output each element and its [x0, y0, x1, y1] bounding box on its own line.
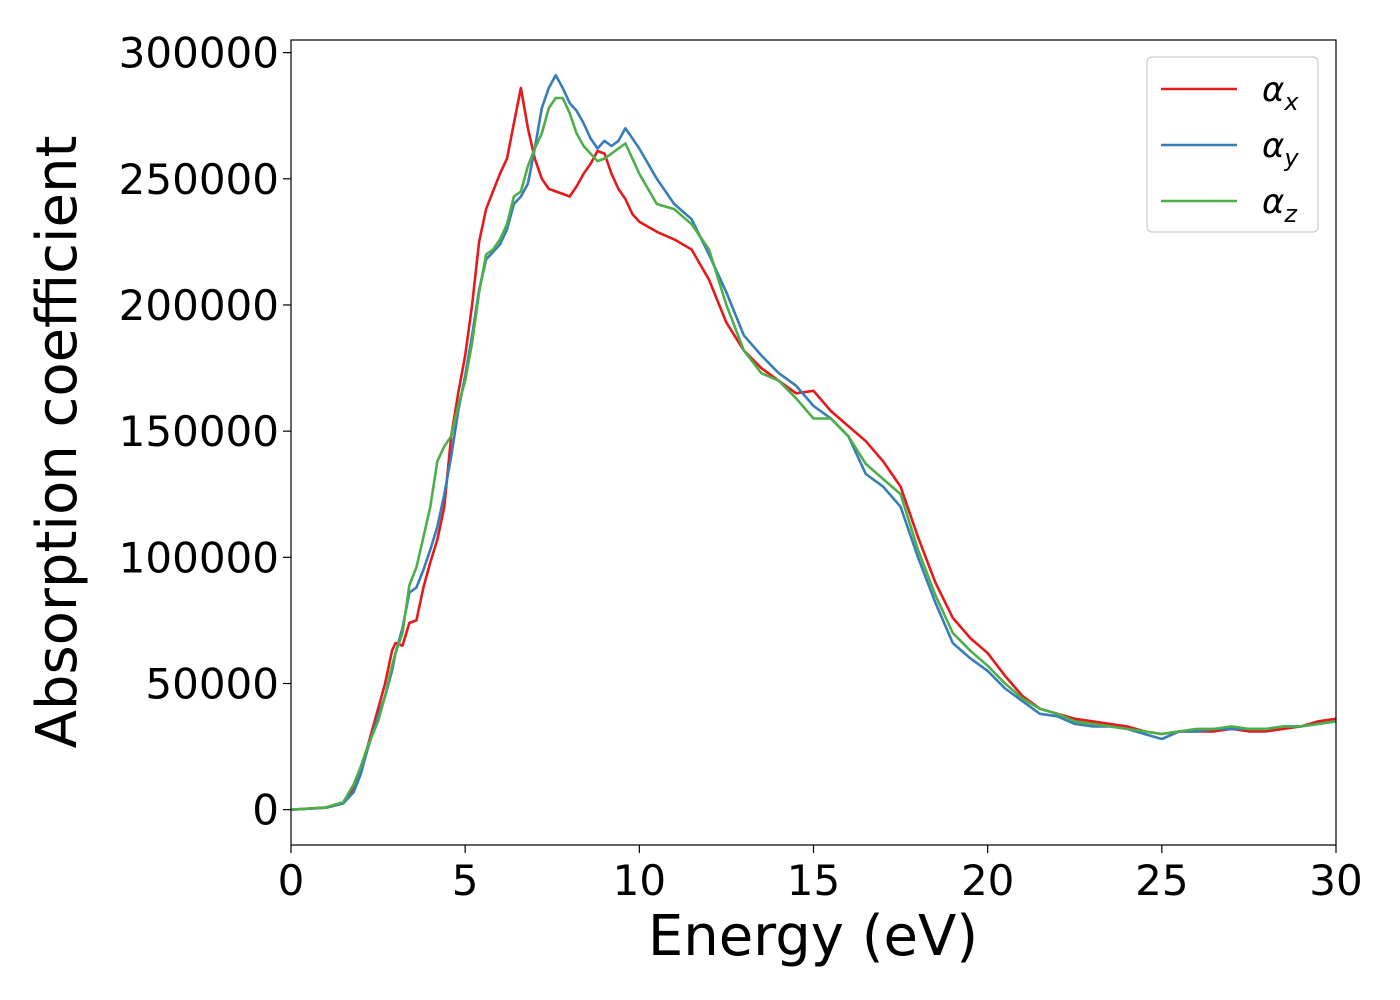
y-tick-label: 0	[252, 786, 279, 835]
series-line-y	[291, 74, 1336, 811]
x-tick-label: 0	[278, 856, 305, 905]
x-tick-label: 10	[613, 856, 666, 905]
y-tick-label: 300000	[119, 29, 279, 78]
series-line-x	[291, 86, 1336, 811]
legend-label-y: αy	[1262, 126, 1299, 172]
x-tick-label: 30	[1309, 856, 1362, 905]
x-tick-label: 15	[787, 856, 840, 905]
y-axis-label: Absorption coefficient	[25, 136, 90, 749]
legend-label-subscript: x	[1283, 88, 1299, 116]
x-tick-label: 25	[1135, 856, 1188, 905]
y-tick-label: 200000	[119, 281, 279, 330]
legend-label-subscript: z	[1283, 200, 1298, 228]
series-line-z	[291, 96, 1336, 811]
x-axis-ticks: 0 5 10 15 20 25 30	[278, 845, 1363, 905]
legend-label-subscript: y	[1283, 144, 1299, 172]
y-tick-label: 250000	[119, 155, 279, 204]
legend-label-x: αx	[1262, 70, 1299, 116]
x-axis-label: Energy (eV)	[648, 904, 978, 969]
series-layer	[291, 74, 1336, 811]
y-axis-ticks: 0 50000 100000 150000 200000 250000 300000	[119, 29, 291, 835]
y-tick-label: 100000	[119, 533, 279, 582]
legend-label-z: αz	[1262, 182, 1298, 228]
y-tick-label: 150000	[119, 407, 279, 456]
legend-label-base: α	[1262, 182, 1284, 222]
legend-label-base: α	[1262, 70, 1284, 110]
legend-label-base: α	[1262, 126, 1284, 166]
y-tick-label: 50000	[145, 659, 279, 708]
x-tick-label: 5	[452, 856, 479, 905]
x-tick-label: 20	[961, 856, 1014, 905]
